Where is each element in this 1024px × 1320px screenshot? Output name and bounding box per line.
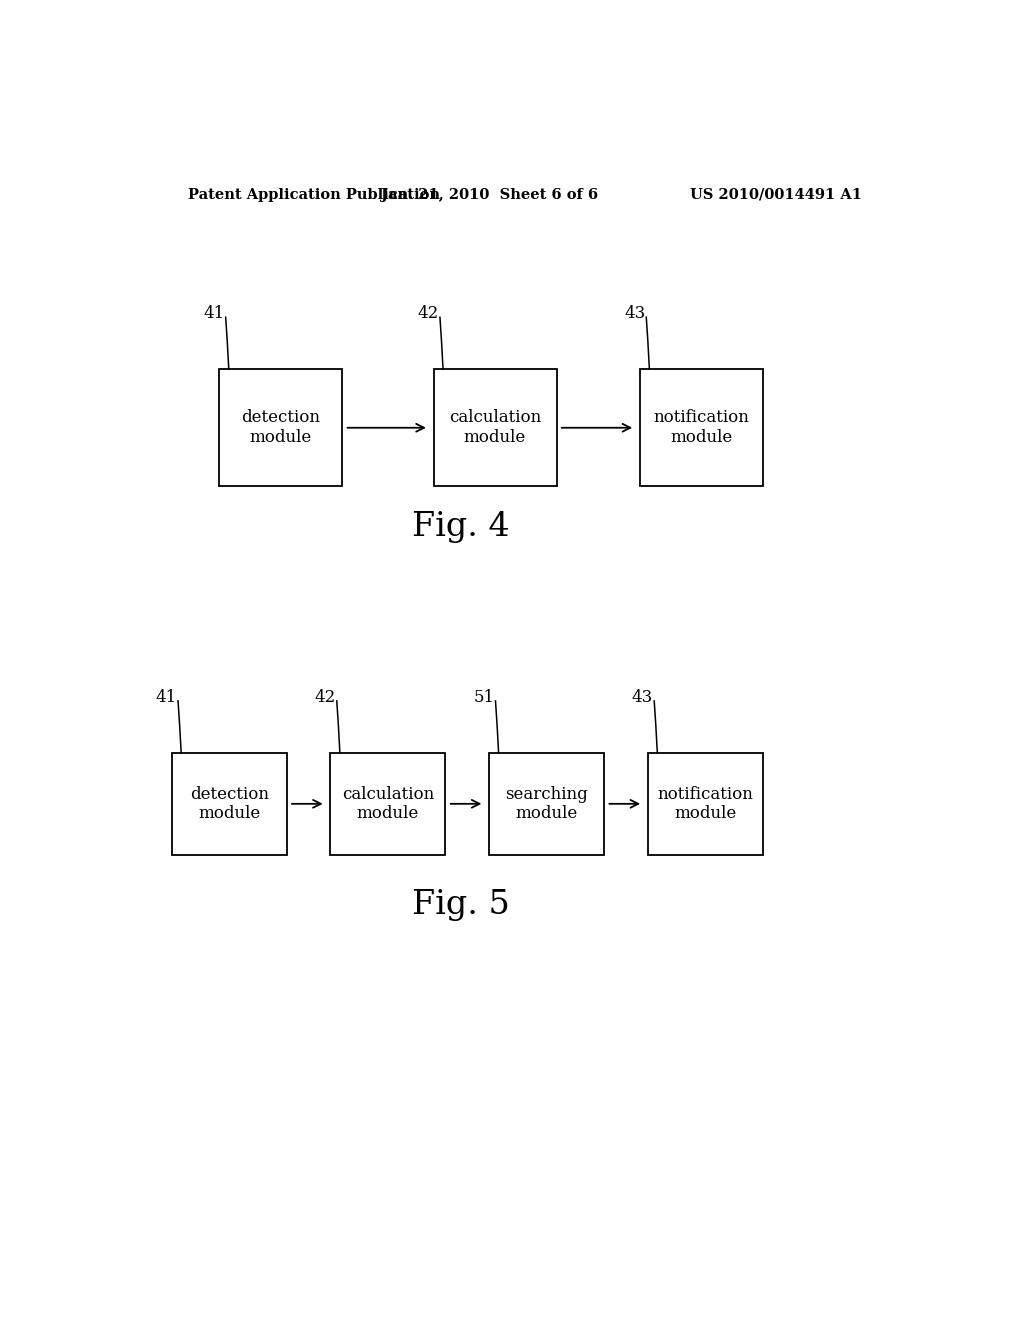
Text: calculation
module: calculation module [449,409,541,446]
Text: Fig. 4: Fig. 4 [413,511,510,544]
Bar [648,752,763,854]
Text: Fig. 5: Fig. 5 [413,890,510,921]
Text: 41: 41 [156,689,177,706]
Bar [172,752,287,854]
Text: Patent Application Publication: Patent Application Publication [187,187,439,202]
Bar [219,370,342,486]
Text: 43: 43 [624,305,645,322]
Text: 41: 41 [204,305,224,322]
Text: 42: 42 [314,689,336,706]
Text: 42: 42 [418,305,439,322]
Text: 51: 51 [473,689,495,706]
Text: detection
module: detection module [242,409,321,446]
Text: 43: 43 [632,689,653,706]
Bar [433,370,557,486]
Text: Jan. 21, 2010  Sheet 6 of 6: Jan. 21, 2010 Sheet 6 of 6 [381,187,598,202]
Bar [489,752,604,854]
Text: searching
module: searching module [505,785,588,822]
Text: calculation
module: calculation module [342,785,434,822]
Text: notification
module: notification module [653,409,750,446]
Bar [640,370,763,486]
Text: detection
module: detection module [189,785,268,822]
Text: US 2010/0014491 A1: US 2010/0014491 A1 [690,187,862,202]
Text: notification
module: notification module [657,785,754,822]
Bar [331,752,445,854]
